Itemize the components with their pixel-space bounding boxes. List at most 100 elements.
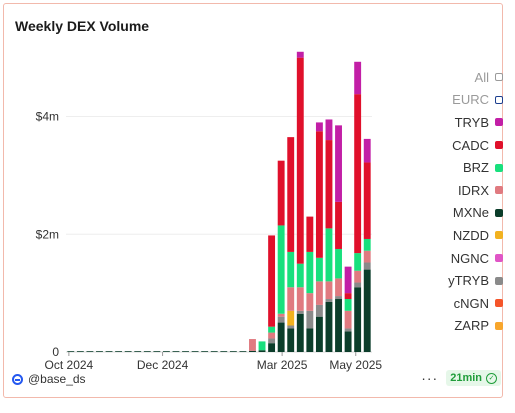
bar-segment-mxne: [105, 351, 113, 352]
legend-swatch: [495, 141, 503, 150]
bar-segment-brz: [325, 228, 333, 282]
legend-item-eurc[interactable]: EURC: [448, 89, 503, 112]
bar-segment-brz: [277, 225, 285, 314]
bar-segment-tryb: [354, 61, 362, 95]
bar-segment-mxne: [315, 316, 323, 352]
bar-segment-brz: [306, 251, 314, 294]
bar-segment-brz: [296, 263, 304, 288]
bar-segment-idrx: [354, 270, 362, 283]
legend-item-zarp[interactable]: ZARP: [448, 315, 503, 338]
legend-swatch: [495, 186, 503, 195]
legend-item-mxne[interactable]: MXNe: [448, 202, 503, 225]
bar-segment-mxne: [172, 351, 180, 352]
legend-item-idrx[interactable]: IDRX: [448, 179, 503, 202]
chart-title: Weekly DEX Volume: [15, 18, 150, 34]
bar-segment-idrx: [268, 332, 276, 339]
legend-item-brz[interactable]: BRZ: [448, 156, 503, 179]
bar-segment-mxne: [86, 351, 94, 352]
legend-item-ytryb[interactable]: yTRYB: [448, 269, 503, 292]
legend-swatch: [495, 118, 503, 127]
bar-segment-mxne: [296, 313, 304, 352]
y-tick-label: $4m: [36, 110, 59, 124]
bar-segment-ytryb: [268, 338, 276, 344]
bar-segment-ytryb: [363, 262, 371, 270]
bar-segment-mxne: [249, 350, 256, 352]
bar-segment-mxne: [335, 299, 342, 352]
x-tick-label: Oct 2024: [45, 358, 94, 372]
bar-segment-ytryb: [335, 296, 342, 300]
bar-segment-mxne: [229, 351, 237, 352]
footer-user[interactable]: @base_ds: [12, 372, 86, 386]
bar-segment-mxne: [67, 351, 75, 352]
bar-segment-idrx: [344, 310, 352, 329]
check-icon: ✓: [486, 372, 497, 384]
x-tick-label: Mar 2025: [257, 358, 308, 372]
footer-right: ··· 21min ✓: [421, 370, 501, 386]
legend-item-all[interactable]: All: [448, 66, 503, 89]
bar-segment-cadc: [354, 94, 362, 254]
bar-segment-mxne: [354, 287, 362, 352]
legend-item-cadc[interactable]: CADC: [448, 134, 503, 157]
freshness-label: 21min: [450, 372, 482, 384]
legend-item-cngn[interactable]: cNGN: [448, 292, 503, 315]
bar-segment-cadc: [296, 57, 304, 264]
x-tick-label: May 2025: [329, 358, 382, 372]
bar-segment-tryb: [335, 125, 342, 202]
bar-segment-idrx: [296, 287, 304, 311]
legend-item-nzdd[interactable]: NZDD: [448, 224, 503, 247]
bar-segment-mxne: [325, 301, 333, 352]
bar-segment-ytryb: [306, 310, 314, 329]
bar-segment-cadc: [268, 235, 276, 327]
legend-swatch: [495, 208, 503, 217]
bar-segment-idrx: [325, 281, 333, 300]
more-options-icon[interactable]: ···: [421, 370, 439, 386]
bar-segment-brz: [335, 248, 342, 279]
legend-label: yTRYB: [448, 273, 489, 289]
legend-label: NZDD: [452, 227, 489, 243]
bar-segment-idrx: [335, 278, 342, 297]
bar-segment-idrx: [277, 313, 285, 317]
legend-item-ngnc[interactable]: NGNC: [448, 247, 503, 270]
bar-segment-tryb: [344, 266, 352, 294]
legend-label: CADC: [452, 137, 489, 153]
bar-segment-mxne: [239, 351, 247, 352]
legend-label: MXNe: [452, 205, 489, 221]
bar-segment-mxne: [143, 351, 151, 352]
bar-segment-mxne: [96, 351, 103, 352]
freshness-badge: 21min ✓: [446, 370, 501, 386]
legend-label: BRZ: [463, 160, 489, 176]
legend-swatch: [495, 254, 503, 263]
bar-segment-mxne: [258, 350, 266, 352]
bar-segment-tryb: [315, 122, 323, 132]
bar-segment-brz: [344, 299, 352, 311]
bar-segment-idrx: [287, 287, 295, 311]
bar-segment-brz: [287, 251, 295, 288]
bar-segment-ytryb: [287, 325, 295, 329]
legend-label: TRYB: [454, 114, 489, 130]
legend-label: cNGN: [453, 295, 489, 311]
legend-label: All: [474, 69, 489, 85]
legend-swatch: [495, 95, 503, 104]
legend-swatch: [495, 276, 503, 285]
bar-segment-nzdd: [287, 310, 295, 326]
bar-segment-idrx: [315, 281, 323, 305]
legend-swatch: [495, 231, 503, 240]
bar-segment-brz: [268, 326, 276, 333]
legend-label: ZARP: [454, 318, 489, 334]
bar-segment-tryb: [363, 138, 371, 163]
bar-segment-mxne: [277, 322, 285, 352]
bar-segment-mxne: [306, 328, 314, 352]
legend-item-tryb[interactable]: TRYB: [448, 111, 503, 134]
bar-segment-tryb: [325, 119, 333, 141]
bar-segment-ytryb: [315, 304, 323, 317]
bar-segment-mxne: [162, 351, 170, 352]
bar-segment-mxne: [76, 351, 84, 352]
bar-segment-ytryb: [325, 299, 333, 302]
legend-swatch: [495, 163, 503, 172]
bar-segment-mxne: [287, 328, 295, 352]
bar-segment-idrx: [363, 250, 371, 263]
bar-segment-brz: [363, 238, 371, 251]
bar-segment-mxne: [210, 351, 218, 352]
bar-segment-idrx: [306, 293, 314, 311]
